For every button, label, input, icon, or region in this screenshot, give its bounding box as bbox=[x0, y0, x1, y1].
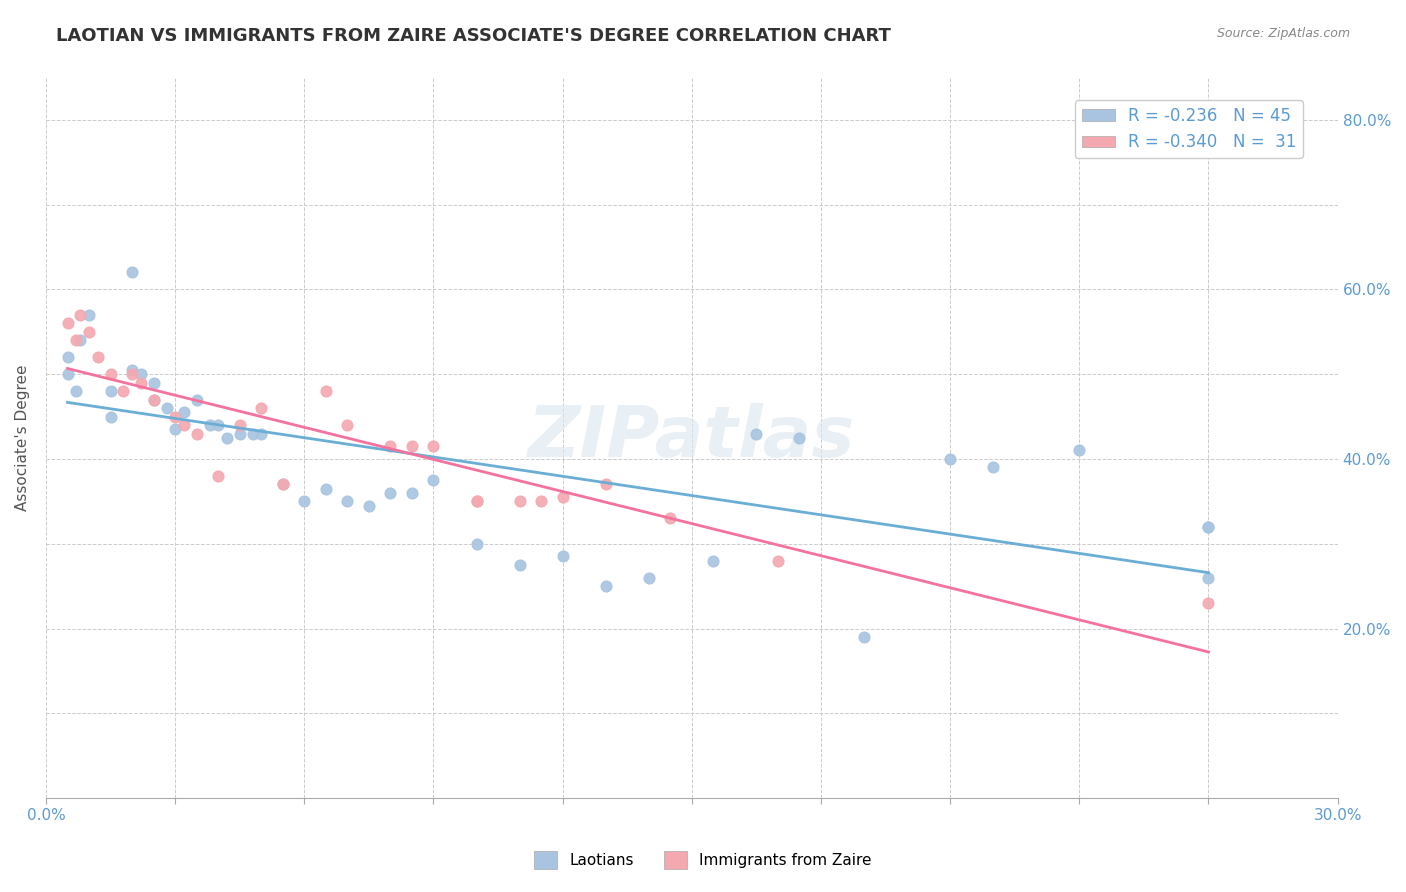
Point bbox=[336, 494, 359, 508]
Point bbox=[939, 452, 962, 467]
Point bbox=[86, 350, 108, 364]
Text: LAOTIAN VS IMMIGRANTS FROM ZAIRE ASSOCIATE'S DEGREE CORRELATION CHART: LAOTIAN VS IMMIGRANTS FROM ZAIRE ASSOCIA… bbox=[56, 27, 891, 45]
Point bbox=[121, 363, 143, 377]
Point bbox=[1198, 520, 1220, 534]
Point bbox=[100, 384, 122, 398]
Point bbox=[595, 579, 617, 593]
Point bbox=[165, 422, 187, 436]
Point bbox=[659, 511, 682, 525]
Point bbox=[69, 333, 91, 347]
Point bbox=[69, 308, 91, 322]
Point bbox=[121, 367, 143, 381]
Point bbox=[551, 490, 574, 504]
Point bbox=[129, 367, 152, 381]
Point bbox=[702, 554, 724, 568]
Point bbox=[401, 486, 423, 500]
Point bbox=[56, 316, 79, 330]
Point bbox=[186, 392, 208, 407]
Point bbox=[789, 431, 811, 445]
Point bbox=[242, 426, 264, 441]
Text: ZIPatlas: ZIPatlas bbox=[529, 403, 855, 472]
Legend: R = -0.236   N = 45, R = -0.340   N =  31: R = -0.236 N = 45, R = -0.340 N = 31 bbox=[1076, 100, 1303, 158]
Point bbox=[981, 460, 1004, 475]
Point bbox=[56, 350, 79, 364]
Point bbox=[142, 376, 165, 390]
Point bbox=[228, 426, 250, 441]
Point bbox=[315, 384, 337, 398]
Point bbox=[422, 439, 444, 453]
Point bbox=[315, 482, 337, 496]
Point bbox=[551, 549, 574, 564]
Point bbox=[380, 439, 402, 453]
Point bbox=[100, 409, 122, 424]
Point bbox=[465, 494, 488, 508]
Point bbox=[336, 417, 359, 432]
Point bbox=[745, 426, 768, 441]
Point bbox=[853, 630, 876, 644]
Point bbox=[766, 554, 789, 568]
Point bbox=[65, 333, 87, 347]
Point bbox=[1069, 443, 1091, 458]
Point bbox=[198, 417, 221, 432]
Y-axis label: Associate's Degree: Associate's Degree bbox=[15, 365, 30, 511]
Point bbox=[207, 469, 229, 483]
Point bbox=[422, 473, 444, 487]
Point bbox=[142, 392, 165, 407]
Point bbox=[129, 376, 152, 390]
Point bbox=[509, 494, 531, 508]
Point bbox=[357, 499, 380, 513]
Point bbox=[173, 417, 195, 432]
Point bbox=[100, 367, 122, 381]
Point bbox=[292, 494, 315, 508]
Point bbox=[215, 431, 238, 445]
Point bbox=[1198, 571, 1220, 585]
Point bbox=[380, 486, 402, 500]
Point bbox=[1198, 520, 1220, 534]
Point bbox=[165, 409, 187, 424]
Legend: Laotians, Immigrants from Zaire: Laotians, Immigrants from Zaire bbox=[529, 845, 877, 875]
Point bbox=[207, 417, 229, 432]
Point bbox=[595, 477, 617, 491]
Point bbox=[509, 558, 531, 572]
Point bbox=[77, 308, 100, 322]
Text: Source: ZipAtlas.com: Source: ZipAtlas.com bbox=[1216, 27, 1350, 40]
Point bbox=[465, 494, 488, 508]
Point bbox=[530, 494, 553, 508]
Point bbox=[155, 401, 177, 415]
Point bbox=[121, 265, 143, 279]
Point bbox=[271, 477, 294, 491]
Point bbox=[186, 426, 208, 441]
Point bbox=[65, 384, 87, 398]
Point bbox=[465, 537, 488, 551]
Point bbox=[250, 426, 273, 441]
Point bbox=[228, 417, 250, 432]
Point bbox=[56, 367, 79, 381]
Point bbox=[142, 392, 165, 407]
Point bbox=[401, 439, 423, 453]
Point bbox=[250, 401, 273, 415]
Point bbox=[1198, 596, 1220, 610]
Point bbox=[637, 571, 659, 585]
Point bbox=[173, 405, 195, 419]
Point bbox=[271, 477, 294, 491]
Point bbox=[77, 325, 100, 339]
Point bbox=[112, 384, 135, 398]
